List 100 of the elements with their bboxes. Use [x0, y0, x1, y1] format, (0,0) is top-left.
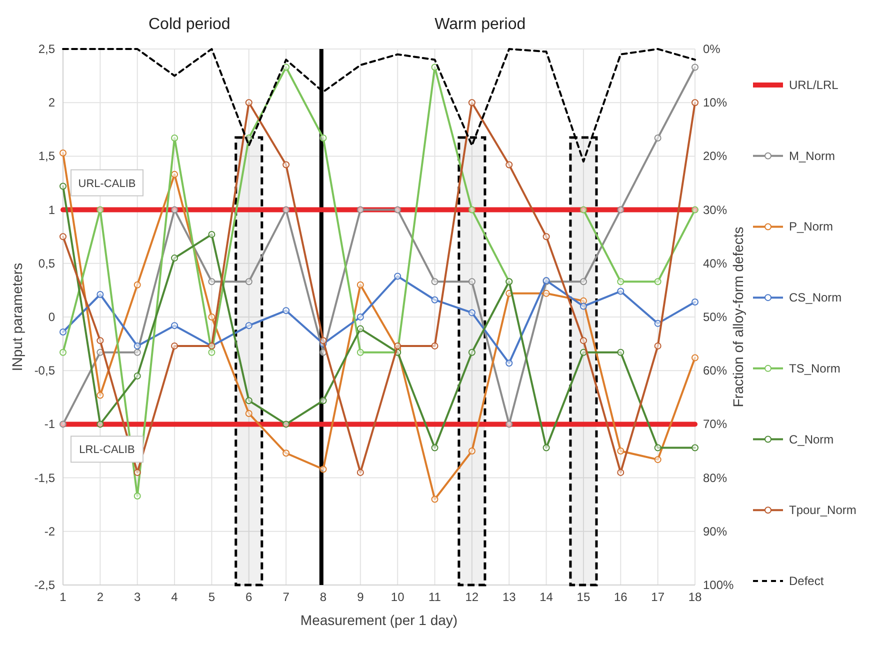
y2-tick-label: 0% — [703, 42, 721, 56]
point — [245, 322, 252, 330]
point — [394, 272, 402, 280]
point — [468, 448, 476, 454]
y2-tick-label: 90% — [703, 524, 728, 538]
text: Cold period — [148, 16, 230, 33]
x-tick-label: 1 — [60, 590, 67, 604]
point — [654, 342, 662, 350]
y-tick-label: 1 — [48, 202, 56, 217]
point — [468, 348, 476, 356]
x-tick-label: 13 — [502, 590, 516, 604]
y-tick-label: 2 — [48, 96, 56, 110]
x-tick-label: 17 — [651, 590, 665, 604]
x-tick-label: 5 — [208, 590, 216, 604]
point — [208, 278, 216, 286]
point — [617, 288, 624, 295]
point — [431, 296, 438, 304]
point — [245, 278, 252, 286]
x-tick-label: 11 — [428, 590, 442, 604]
point — [506, 161, 513, 168]
point — [356, 325, 364, 332]
point — [134, 492, 141, 500]
x-tick-label: 14 — [540, 590, 554, 604]
point — [96, 290, 104, 298]
point — [617, 348, 624, 356]
y-axis-title: INput parameters — [9, 262, 25, 372]
legend-label: URL/LRL — [789, 78, 839, 92]
point — [356, 348, 364, 356]
x-axis-title: Measurement (per 1 day) — [300, 612, 458, 628]
point — [96, 337, 104, 344]
y-tick-label: -2,5 — [34, 578, 56, 592]
text: Warm period — [434, 16, 526, 33]
point — [320, 337, 327, 344]
point — [134, 468, 141, 476]
y2-tick-label: 10% — [703, 96, 728, 110]
point — [692, 64, 698, 71]
point — [208, 348, 216, 356]
point — [692, 99, 698, 106]
point — [617, 278, 624, 286]
point — [282, 161, 290, 168]
point — [654, 320, 662, 327]
legend-label: Tpour_Norm — [789, 503, 856, 518]
y2-tick-label: 40% — [703, 256, 728, 270]
x-tick-label: 4 — [171, 590, 178, 604]
legend-label: TS_Norm — [789, 361, 840, 376]
y-tick-label: 0 — [48, 310, 56, 324]
point — [692, 444, 698, 452]
point — [468, 99, 476, 106]
point — [245, 99, 252, 106]
point — [654, 444, 662, 452]
point — [60, 149, 66, 156]
y2-tick-label: 20% — [703, 149, 728, 164]
point — [96, 392, 104, 399]
point — [542, 290, 550, 297]
x-tick-label: 12 — [465, 590, 479, 604]
y2-tick-label: 70% — [703, 417, 728, 432]
point — [60, 233, 66, 240]
y-tick-label: -1 — [44, 417, 56, 432]
y-tick-label: -0,5 — [34, 364, 56, 378]
point — [692, 354, 698, 362]
point — [171, 134, 178, 142]
y2-tick-label: 50% — [703, 310, 728, 324]
point — [208, 314, 216, 320]
point — [431, 496, 438, 503]
point — [431, 342, 438, 350]
point — [245, 397, 252, 404]
point — [171, 342, 178, 350]
y-tick-label: -1,5 — [34, 470, 56, 485]
legend-label: Defect — [789, 574, 824, 588]
point — [617, 448, 624, 454]
x-tick-label: 10 — [390, 590, 405, 604]
point — [282, 307, 290, 314]
point — [171, 206, 178, 214]
legend-label: M_Norm — [789, 148, 836, 163]
annotation: URL-CALIB — [78, 178, 136, 190]
y-tick-label: -2 — [44, 524, 56, 538]
point — [394, 206, 402, 214]
point — [171, 322, 178, 330]
y-tick-label: 0,5 — [38, 256, 56, 270]
point — [580, 206, 587, 214]
point — [654, 278, 662, 286]
point — [617, 206, 624, 214]
point — [320, 397, 327, 404]
y2-axis-title: Fraction of alloy-form defects — [730, 226, 746, 408]
annotation: LRL-CALIB — [79, 444, 135, 456]
point — [394, 342, 402, 350]
point — [60, 328, 66, 336]
legend-label: P_Norm — [789, 220, 834, 234]
point — [282, 450, 290, 457]
point — [542, 233, 550, 240]
point — [356, 206, 364, 214]
point — [506, 360, 513, 367]
x-tick-label: 18 — [688, 590, 702, 604]
x-tick-label: 6 — [246, 590, 253, 604]
y2-tick-label: 100% — [703, 578, 734, 592]
y2-tick-label: 60% — [703, 364, 728, 378]
point — [356, 281, 364, 288]
x-tick-label: 8 — [320, 590, 327, 604]
point — [506, 420, 513, 428]
point — [282, 206, 290, 214]
